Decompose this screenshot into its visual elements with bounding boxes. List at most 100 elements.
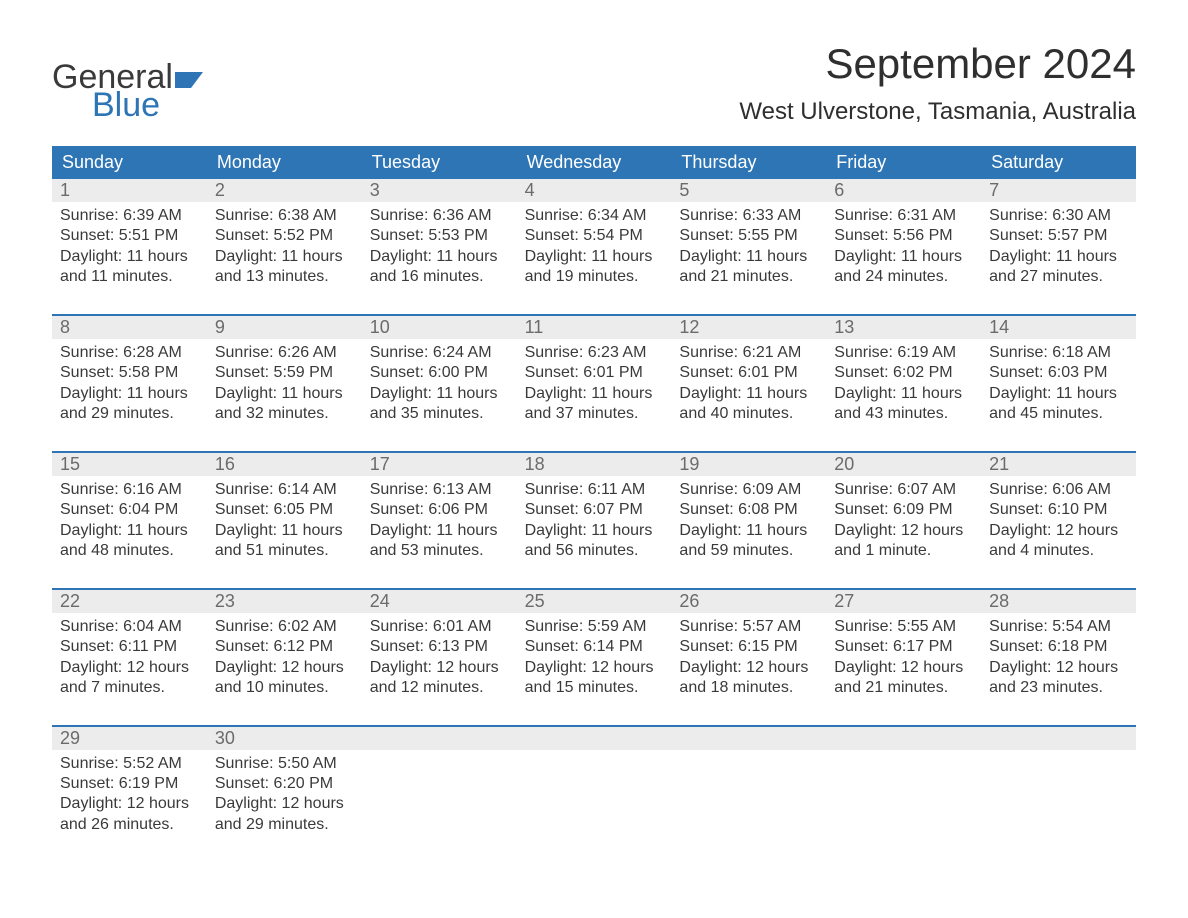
sunrise-text: Sunrise: 5:54 AM bbox=[989, 617, 1128, 637]
sunrise-text: Sunrise: 6:28 AM bbox=[60, 343, 199, 363]
day-number bbox=[826, 727, 981, 750]
day-number: 8 bbox=[52, 316, 207, 339]
daylight-line1: Daylight: 11 hours bbox=[679, 384, 818, 404]
daylight-line1: Daylight: 11 hours bbox=[525, 384, 664, 404]
sunrise-text: Sunrise: 6:39 AM bbox=[60, 206, 199, 226]
sunset-text: Sunset: 6:17 PM bbox=[834, 637, 973, 657]
weeks-container: 1234567Sunrise: 6:39 AMSunset: 5:51 PMDa… bbox=[52, 179, 1136, 861]
sunset-text: Sunset: 6:00 PM bbox=[370, 363, 509, 383]
sunrise-text: Sunrise: 6:01 AM bbox=[370, 617, 509, 637]
sunrise-text: Sunrise: 6:04 AM bbox=[60, 617, 199, 637]
daylight-line2: and 11 minutes. bbox=[60, 267, 199, 287]
day-cell: Sunrise: 6:21 AMSunset: 6:01 PMDaylight:… bbox=[671, 339, 826, 451]
day-number: 1 bbox=[52, 179, 207, 202]
day-number: 29 bbox=[52, 727, 207, 750]
sunset-text: Sunset: 6:01 PM bbox=[525, 363, 664, 383]
weekday-header: Friday bbox=[826, 146, 981, 179]
daylight-line1: Daylight: 11 hours bbox=[60, 247, 199, 267]
daylight-line2: and 48 minutes. bbox=[60, 541, 199, 561]
day-number: 6 bbox=[826, 179, 981, 202]
daylight-line1: Daylight: 12 hours bbox=[60, 794, 199, 814]
weekday-header: Tuesday bbox=[362, 146, 517, 179]
calendar-week: 22232425262728Sunrise: 6:04 AMSunset: 6:… bbox=[52, 588, 1136, 725]
sunrise-text: Sunrise: 6:06 AM bbox=[989, 480, 1128, 500]
daylight-line2: and 29 minutes. bbox=[215, 815, 354, 835]
sunset-text: Sunset: 5:57 PM bbox=[989, 226, 1128, 246]
day-number: 3 bbox=[362, 179, 517, 202]
day-number: 15 bbox=[52, 453, 207, 476]
day-cell: Sunrise: 5:59 AMSunset: 6:14 PMDaylight:… bbox=[517, 613, 672, 725]
daylight-line2: and 51 minutes. bbox=[215, 541, 354, 561]
sunrise-text: Sunrise: 6:19 AM bbox=[834, 343, 973, 363]
day-cell: Sunrise: 6:02 AMSunset: 6:12 PMDaylight:… bbox=[207, 613, 362, 725]
weekday-header: Wednesday bbox=[517, 146, 672, 179]
day-cell: Sunrise: 6:34 AMSunset: 5:54 PMDaylight:… bbox=[517, 202, 672, 314]
daylight-line1: Daylight: 11 hours bbox=[60, 521, 199, 541]
header: General Blue September 2024 West Ulverst… bbox=[52, 40, 1136, 140]
sunset-text: Sunset: 5:55 PM bbox=[679, 226, 818, 246]
day-number: 11 bbox=[517, 316, 672, 339]
day-number bbox=[981, 727, 1136, 750]
sunrise-text: Sunrise: 6:38 AM bbox=[215, 206, 354, 226]
calendar: Sunday Monday Tuesday Wednesday Thursday… bbox=[52, 146, 1136, 861]
sunset-text: Sunset: 6:01 PM bbox=[679, 363, 818, 383]
daylight-line1: Daylight: 11 hours bbox=[525, 247, 664, 267]
sunset-text: Sunset: 6:19 PM bbox=[60, 774, 199, 794]
daylight-line2: and 43 minutes. bbox=[834, 404, 973, 424]
daylight-line2: and 56 minutes. bbox=[525, 541, 664, 561]
sunrise-text: Sunrise: 6:21 AM bbox=[679, 343, 818, 363]
day-number-row: 1234567 bbox=[52, 179, 1136, 202]
day-cell: Sunrise: 6:04 AMSunset: 6:11 PMDaylight:… bbox=[52, 613, 207, 725]
daylight-line1: Daylight: 12 hours bbox=[834, 521, 973, 541]
day-cell: Sunrise: 6:33 AMSunset: 5:55 PMDaylight:… bbox=[671, 202, 826, 314]
day-cell: Sunrise: 6:16 AMSunset: 6:04 PMDaylight:… bbox=[52, 476, 207, 588]
day-cell: Sunrise: 6:11 AMSunset: 6:07 PMDaylight:… bbox=[517, 476, 672, 588]
weekday-header-row: Sunday Monday Tuesday Wednesday Thursday… bbox=[52, 146, 1136, 179]
daylight-line2: and 7 minutes. bbox=[60, 678, 199, 698]
day-cell: Sunrise: 5:50 AMSunset: 6:20 PMDaylight:… bbox=[207, 750, 362, 862]
day-number: 23 bbox=[207, 590, 362, 613]
day-cell: Sunrise: 5:52 AMSunset: 6:19 PMDaylight:… bbox=[52, 750, 207, 862]
daylight-line2: and 21 minutes. bbox=[679, 267, 818, 287]
day-cell: Sunrise: 6:24 AMSunset: 6:00 PMDaylight:… bbox=[362, 339, 517, 451]
sunset-text: Sunset: 5:53 PM bbox=[370, 226, 509, 246]
sunrise-text: Sunrise: 5:59 AM bbox=[525, 617, 664, 637]
sunset-text: Sunset: 5:56 PM bbox=[834, 226, 973, 246]
daylight-line1: Daylight: 11 hours bbox=[370, 384, 509, 404]
day-cell: Sunrise: 6:19 AMSunset: 6:02 PMDaylight:… bbox=[826, 339, 981, 451]
day-number bbox=[671, 727, 826, 750]
day-number: 24 bbox=[362, 590, 517, 613]
daylight-line2: and 37 minutes. bbox=[525, 404, 664, 424]
day-cell: Sunrise: 6:07 AMSunset: 6:09 PMDaylight:… bbox=[826, 476, 981, 588]
daylight-line1: Daylight: 12 hours bbox=[989, 521, 1128, 541]
daylight-line2: and 26 minutes. bbox=[60, 815, 199, 835]
daylight-line2: and 45 minutes. bbox=[989, 404, 1128, 424]
day-cell bbox=[826, 750, 981, 862]
daylight-line1: Daylight: 11 hours bbox=[370, 521, 509, 541]
daylight-line2: and 12 minutes. bbox=[370, 678, 509, 698]
sunset-text: Sunset: 6:18 PM bbox=[989, 637, 1128, 657]
sunset-text: Sunset: 6:09 PM bbox=[834, 500, 973, 520]
sunset-text: Sunset: 5:51 PM bbox=[60, 226, 199, 246]
day-number: 19 bbox=[671, 453, 826, 476]
sunset-text: Sunset: 5:52 PM bbox=[215, 226, 354, 246]
daylight-line2: and 18 minutes. bbox=[679, 678, 818, 698]
sunset-text: Sunset: 6:04 PM bbox=[60, 500, 199, 520]
day-cell: Sunrise: 6:38 AMSunset: 5:52 PMDaylight:… bbox=[207, 202, 362, 314]
day-number: 18 bbox=[517, 453, 672, 476]
daylight-line2: and 1 minute. bbox=[834, 541, 973, 561]
sunrise-text: Sunrise: 6:16 AM bbox=[60, 480, 199, 500]
sunset-text: Sunset: 6:07 PM bbox=[525, 500, 664, 520]
day-number-row: 15161718192021 bbox=[52, 453, 1136, 476]
sunrise-text: Sunrise: 6:31 AM bbox=[834, 206, 973, 226]
day-cell: Sunrise: 5:57 AMSunset: 6:15 PMDaylight:… bbox=[671, 613, 826, 725]
day-cell: Sunrise: 6:13 AMSunset: 6:06 PMDaylight:… bbox=[362, 476, 517, 588]
daylight-line2: and 27 minutes. bbox=[989, 267, 1128, 287]
day-number: 14 bbox=[981, 316, 1136, 339]
daylight-line2: and 21 minutes. bbox=[834, 678, 973, 698]
daylight-line1: Daylight: 12 hours bbox=[679, 658, 818, 678]
daylight-line1: Daylight: 11 hours bbox=[215, 521, 354, 541]
sunset-text: Sunset: 6:15 PM bbox=[679, 637, 818, 657]
day-number-row: 22232425262728 bbox=[52, 590, 1136, 613]
title-block: September 2024 West Ulverstone, Tasmania… bbox=[739, 40, 1136, 140]
